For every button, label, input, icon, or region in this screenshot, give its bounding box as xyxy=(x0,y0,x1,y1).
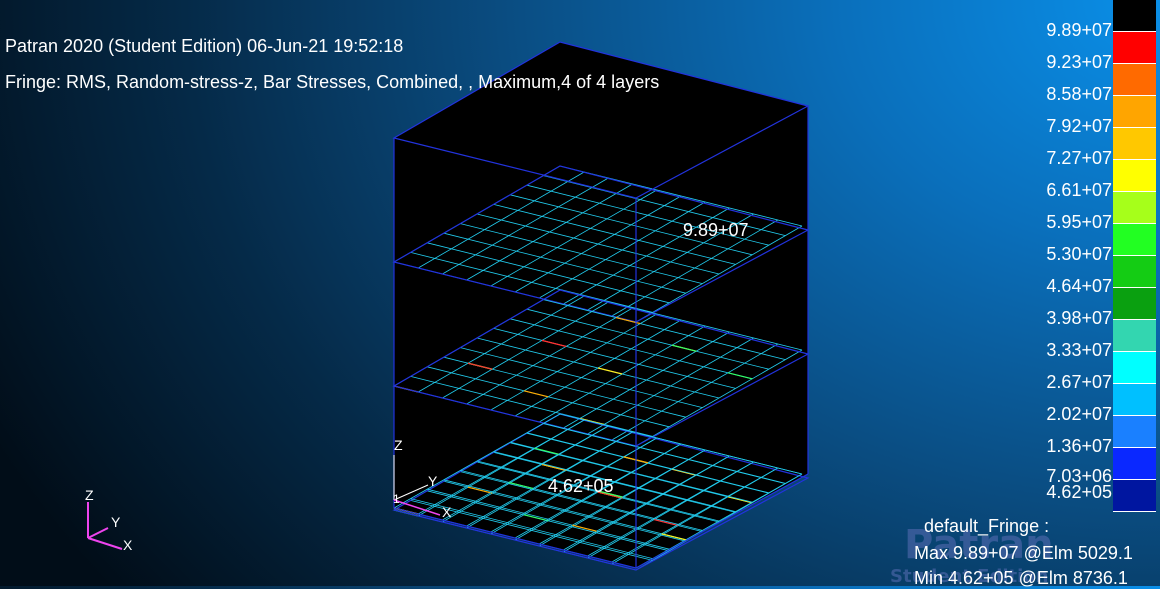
mesh-line xyxy=(510,194,753,256)
legend-swatch xyxy=(1113,288,1156,320)
legend-label: 2.67+07 xyxy=(1046,372,1112,392)
legend-swatch xyxy=(1113,256,1156,288)
layer-1-mesh xyxy=(392,165,810,323)
stress-segment xyxy=(597,490,623,498)
stress-segment xyxy=(597,491,623,499)
model-triad-z-label: Z xyxy=(394,437,403,453)
patran-watermark-sub: Student Edition xyxy=(890,566,1049,587)
legend-label: 6.61+07 xyxy=(1046,180,1112,200)
model-front-face xyxy=(394,138,636,568)
mesh-line xyxy=(611,343,779,441)
summary-max: Max 9.89+07 @Elm 5029.1 xyxy=(914,543,1133,563)
mesh-line xyxy=(611,467,778,563)
mesh-line xyxy=(526,184,769,246)
mesh-line xyxy=(493,452,736,513)
legend-label: 2.02+07 xyxy=(1046,404,1112,424)
legend-label: 7.03+06 xyxy=(1046,466,1112,486)
patran-watermark-logo: Patran xyxy=(904,522,1054,568)
legend-label: 3.33+07 xyxy=(1046,340,1112,360)
stress-segment xyxy=(508,481,534,489)
legend-label: 7.92+07 xyxy=(1046,116,1112,136)
stress-segment xyxy=(671,344,697,352)
stress-segment xyxy=(661,533,686,541)
legend-swatch xyxy=(1113,96,1156,128)
model-origin-label: 1 xyxy=(393,492,400,506)
mesh-line xyxy=(635,349,803,447)
stress-segment xyxy=(579,417,605,425)
legend-swatch xyxy=(1113,448,1156,480)
mesh-line xyxy=(476,213,720,275)
mesh-line xyxy=(611,219,779,317)
model-side-face xyxy=(636,106,808,568)
layer-outline xyxy=(392,413,810,571)
triad-z-label: Z xyxy=(85,487,94,503)
stress-segment xyxy=(541,339,567,347)
summary-title: default_Fringe : xyxy=(924,516,1050,536)
legend-label: 9.89+07 xyxy=(1046,20,1112,40)
model-triad-x-label: X xyxy=(442,504,452,520)
legend-swatch xyxy=(1113,32,1156,64)
legend-label: 7.27+07 xyxy=(1046,148,1112,168)
legend-swatch xyxy=(1113,320,1156,352)
stress-segment xyxy=(572,524,597,532)
model-outline xyxy=(392,41,810,569)
legend-swatch xyxy=(1113,192,1156,224)
legend-label: 5.30+07 xyxy=(1046,244,1112,264)
mesh-line xyxy=(493,328,736,389)
mesh-line xyxy=(559,413,803,475)
legend-swatch xyxy=(1113,0,1156,32)
viewport-title: Patran 2020 (Student Edition) 06-Jun-21 … xyxy=(5,36,404,56)
mesh-line xyxy=(543,423,786,484)
mesh-line xyxy=(587,337,754,435)
legend-label: 4.62+05 xyxy=(1046,482,1112,502)
legend-swatch xyxy=(1113,384,1156,416)
legend-swatch xyxy=(1113,64,1156,96)
mesh-line xyxy=(587,461,754,557)
mesh-line xyxy=(493,204,736,265)
triad-x-label: X xyxy=(123,537,133,553)
stress-segment xyxy=(727,372,753,380)
stress-segment xyxy=(467,362,493,370)
legend-swatch xyxy=(1113,416,1156,448)
mesh-line xyxy=(635,225,803,323)
mesh-line xyxy=(543,299,786,360)
mesh-line xyxy=(526,308,769,370)
stress-segment xyxy=(653,519,679,527)
legend-label: 1.36+07 xyxy=(1046,436,1112,456)
stress-segment xyxy=(467,486,493,494)
summary-min: Min 4.62+05 @Elm 8736.1 xyxy=(914,568,1128,588)
mesh-line xyxy=(563,207,730,305)
stress-segment xyxy=(597,367,623,375)
model-triad xyxy=(393,455,441,516)
mesh-line xyxy=(510,318,753,380)
stress-segment xyxy=(541,463,567,471)
mesh-line xyxy=(563,455,730,551)
stress-segment xyxy=(727,496,753,504)
legend-label: 9.23+07 xyxy=(1046,52,1112,72)
mesh-line xyxy=(587,213,754,311)
legend-label: 8.58+07 xyxy=(1046,84,1112,104)
model-triad-y-label: Y xyxy=(428,473,438,489)
view-triad xyxy=(87,502,123,550)
legend-swatch xyxy=(1113,480,1156,512)
mesh-line xyxy=(493,451,736,512)
stress-segment xyxy=(523,390,549,398)
legend-swatch xyxy=(1113,352,1156,384)
legend-swatch xyxy=(1113,128,1156,160)
legend-label: 5.95+07 xyxy=(1046,212,1112,232)
stress-segment xyxy=(534,447,559,455)
legend-swatch xyxy=(1113,160,1156,192)
triad-y-label: Y xyxy=(111,514,121,530)
max-value-marker: 9.89+07 xyxy=(683,220,749,240)
model-top-face xyxy=(394,42,808,198)
stress-segment xyxy=(523,514,549,522)
legend-swatch xyxy=(1113,224,1156,256)
mesh-line xyxy=(538,201,706,299)
min-value-marker: 4.62+05 xyxy=(548,476,614,496)
legend-label: 4.64+07 xyxy=(1046,276,1112,296)
mesh-line xyxy=(563,331,730,429)
fringe-description: Fringe: RMS, Random-stress-z, Bar Stress… xyxy=(5,72,660,92)
legend-label: 3.98+07 xyxy=(1046,308,1112,328)
